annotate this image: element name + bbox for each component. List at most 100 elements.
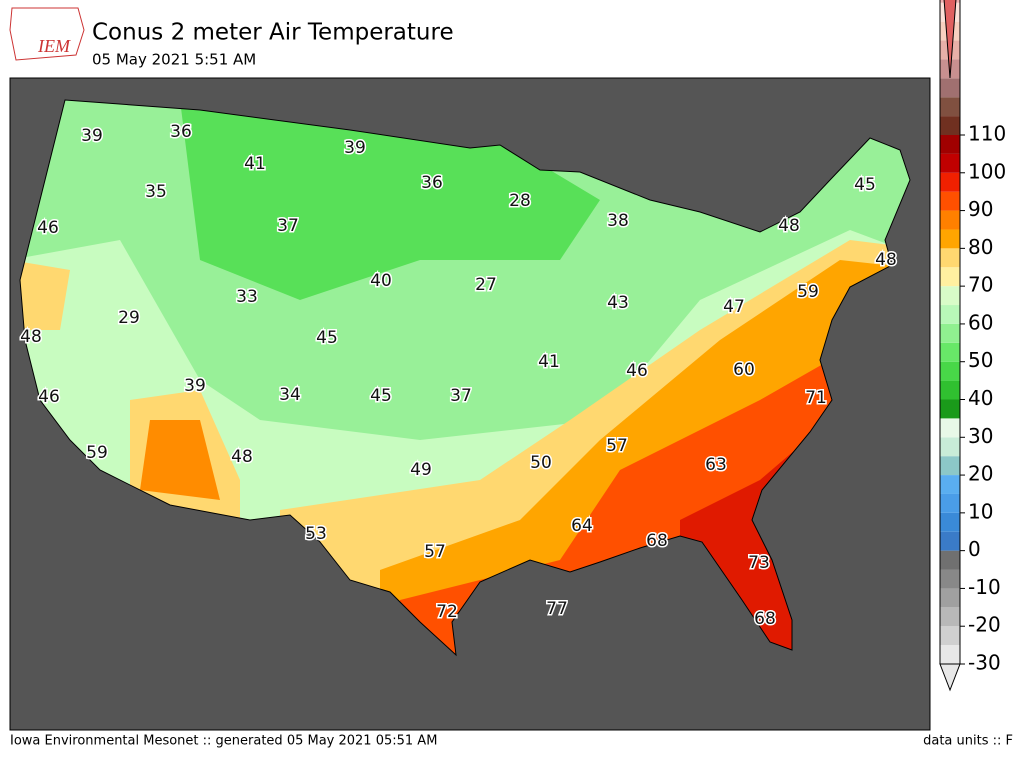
station-label: 60 [733, 360, 755, 380]
colorbar-tick-label: 10 [968, 499, 993, 523]
station-label: 48 [778, 216, 800, 236]
colorbar-swatch [940, 645, 960, 664]
station-label: 36 [421, 173, 443, 193]
station-label: 46 [37, 218, 59, 238]
footer-left: Iowa Environmental Mesonet :: generated … [10, 734, 437, 749]
station-label: 48 [20, 327, 42, 347]
colorbar-swatch [940, 323, 960, 343]
colorbar-swatch [940, 418, 960, 438]
colorbar-tick-label: 110 [968, 122, 1006, 146]
colorbar-tick-label: 100 [968, 159, 1006, 183]
colorbar-swatch [940, 153, 960, 173]
colorbar-swatch [940, 475, 960, 494]
station-label: 38 [607, 211, 629, 231]
colorbar-swatch [940, 267, 960, 287]
colorbar-swatch [940, 607, 960, 627]
colorbar-tick-label: 20 [968, 462, 993, 486]
colorbar-swatch [940, 361, 960, 381]
colorbar-swatch [940, 399, 960, 419]
colorbar-swatch [940, 569, 960, 589]
station-label: 41 [244, 154, 266, 174]
colorbar-swatch [940, 286, 960, 306]
station-label: 73 [748, 553, 770, 573]
colorbar-frame [939, 0, 961, 665]
title: Conus 2 meter Air Temperature [92, 20, 454, 46]
station-label: 45 [854, 175, 876, 195]
station-label: 37 [277, 216, 299, 236]
colorbar-min [939, 663, 961, 692]
station-label: 34 [279, 385, 301, 405]
colorbar-swatch [940, 626, 960, 646]
colorbar-swatch [940, 248, 960, 268]
colorbar-swatch [940, 512, 960, 532]
colorbar-swatch [940, 116, 960, 135]
colorbar-swatch [940, 380, 960, 400]
colorbar-swatch [940, 135, 960, 154]
station-label: 57 [606, 436, 628, 456]
station-label: 77 [546, 599, 568, 619]
footer-right: data units :: F [923, 734, 1013, 749]
station-label: 43 [607, 293, 629, 313]
colorbar-tick-label: -20 [968, 613, 1001, 637]
colorbar-swatch [940, 191, 960, 211]
colorbar-tick-label: 80 [968, 235, 993, 259]
station-label: 47 [723, 297, 745, 317]
colorbar-tick-label: 90 [968, 197, 993, 221]
station-label: 35 [145, 182, 167, 202]
station-label: 71 [805, 388, 827, 408]
colorbar-tick-label: 50 [968, 348, 993, 372]
colorbar-swatch [940, 305, 960, 324]
station-label: 39 [344, 138, 366, 158]
colorbar-tick-label: 0 [968, 537, 981, 561]
station-label: 27 [475, 275, 497, 295]
colorbar-swatch [940, 172, 960, 192]
colorbar-swatch [940, 437, 960, 457]
station-label: 72 [436, 602, 458, 622]
colorbar-tick-label: 40 [968, 386, 993, 410]
station-label: 45 [370, 386, 392, 406]
station-label: 48 [231, 447, 253, 467]
colorbar-swatch [940, 456, 960, 476]
station-label: 45 [316, 328, 338, 348]
colorbar-swatch [940, 493, 960, 513]
colorbar-swatch [940, 97, 960, 117]
colorbar-swatch [940, 210, 960, 230]
station-labels: 39 36 39 41 36 28 35 46 37 38 48 45 48 40 27 33 29 59 47 43… [19, 121, 899, 631]
colorbar-swatch [940, 342, 960, 362]
colorbar-swatch [940, 550, 960, 570]
station-label: 68 [754, 609, 776, 629]
colorbar-tick-label: -10 [968, 575, 1001, 599]
colorbar-swatch [940, 531, 960, 551]
station-label: 40 [370, 271, 392, 291]
colorbar-swatch [940, 229, 960, 249]
colorbar-tick-label: 60 [968, 310, 993, 334]
station-label: 63 [705, 455, 727, 475]
station-label: 53 [305, 524, 327, 544]
station-label: 50 [530, 453, 552, 473]
colorbar-tick-label: 70 [968, 273, 993, 297]
station-label: 37 [450, 386, 472, 406]
station-label: 48 [875, 250, 897, 270]
logo: IEM [9, 7, 85, 61]
station-label: 59 [797, 282, 819, 302]
station-label: 39 [81, 126, 103, 146]
station-label: 59 [86, 443, 108, 463]
station-label: 36 [170, 122, 192, 142]
station-label: 29 [118, 308, 140, 328]
subtitle: 05 May 2021 5:51 AM [92, 51, 256, 69]
colorbar-swatch [940, 588, 960, 608]
colorbar-tick-label: 30 [968, 424, 993, 448]
station-label: 33 [236, 287, 258, 307]
station-label: 57 [424, 542, 446, 562]
colorbar-tick-label: -30 [968, 651, 1001, 675]
logo-text: IEM [37, 36, 71, 56]
station-label: 28 [509, 191, 531, 211]
station-label: 39 [184, 376, 206, 396]
colorbar-swatch [940, 78, 960, 98]
station-label: 41 [538, 352, 560, 372]
colorbar-max [943, 0, 957, 79]
station-label: 64 [571, 516, 593, 536]
station-label: 46 [38, 387, 60, 407]
station-label: 46 [626, 361, 648, 381]
